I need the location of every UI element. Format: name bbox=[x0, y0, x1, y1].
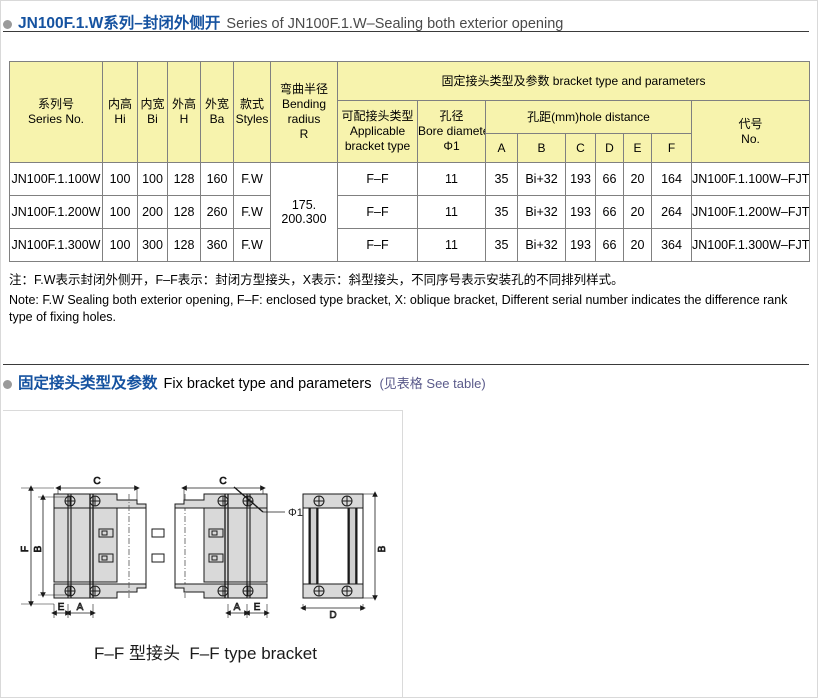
svg-text:B: B bbox=[377, 545, 388, 552]
svg-text:D: D bbox=[329, 610, 336, 621]
svg-text:F: F bbox=[20, 546, 31, 552]
svg-text:Φ1: Φ1 bbox=[288, 507, 303, 519]
svg-text:A: A bbox=[234, 602, 241, 613]
svg-text:C: C bbox=[219, 476, 226, 487]
svg-text:A: A bbox=[77, 602, 84, 613]
svg-text:E: E bbox=[58, 602, 65, 613]
svg-text:B: B bbox=[33, 545, 44, 552]
svg-text:E: E bbox=[254, 602, 261, 613]
svg-text:C: C bbox=[93, 476, 100, 487]
